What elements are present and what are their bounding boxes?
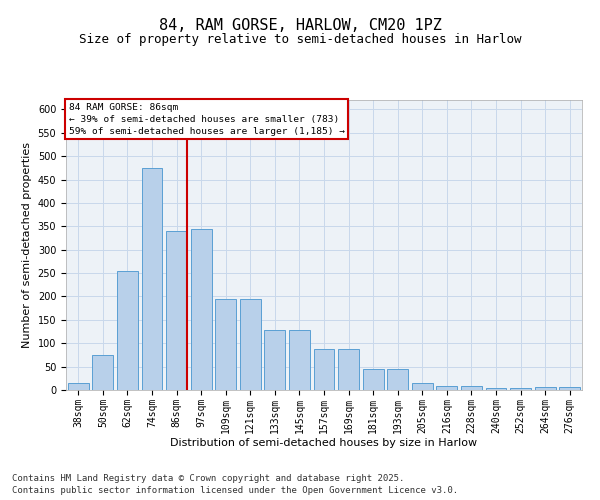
Bar	[92, 355, 113, 390]
Bar	[142, 168, 163, 390]
Bar	[265, 330, 286, 390]
Bar	[191, 228, 212, 390]
Bar	[485, 388, 506, 390]
Bar	[289, 330, 310, 390]
Bar	[117, 270, 138, 390]
Bar	[240, 299, 261, 390]
Bar	[412, 383, 433, 390]
Bar	[461, 386, 482, 390]
Bar	[559, 386, 580, 390]
Text: 84 RAM GORSE: 86sqm
← 39% of semi-detached houses are smaller (783)
59% of semi-: 84 RAM GORSE: 86sqm ← 39% of semi-detach…	[68, 103, 344, 136]
Bar	[535, 386, 556, 390]
Y-axis label: Number of semi-detached properties: Number of semi-detached properties	[22, 142, 32, 348]
Bar	[387, 369, 408, 390]
Bar	[68, 383, 89, 390]
Bar	[166, 231, 187, 390]
Bar	[338, 349, 359, 390]
Bar	[362, 369, 383, 390]
Bar	[314, 349, 334, 390]
Bar	[215, 299, 236, 390]
Text: 84, RAM GORSE, HARLOW, CM20 1PZ: 84, RAM GORSE, HARLOW, CM20 1PZ	[158, 18, 442, 32]
Bar	[436, 386, 457, 390]
Text: Size of property relative to semi-detached houses in Harlow: Size of property relative to semi-detach…	[79, 32, 521, 46]
Bar	[510, 388, 531, 390]
X-axis label: Distribution of semi-detached houses by size in Harlow: Distribution of semi-detached houses by …	[170, 438, 478, 448]
Text: Contains HM Land Registry data © Crown copyright and database right 2025.
Contai: Contains HM Land Registry data © Crown c…	[12, 474, 458, 495]
